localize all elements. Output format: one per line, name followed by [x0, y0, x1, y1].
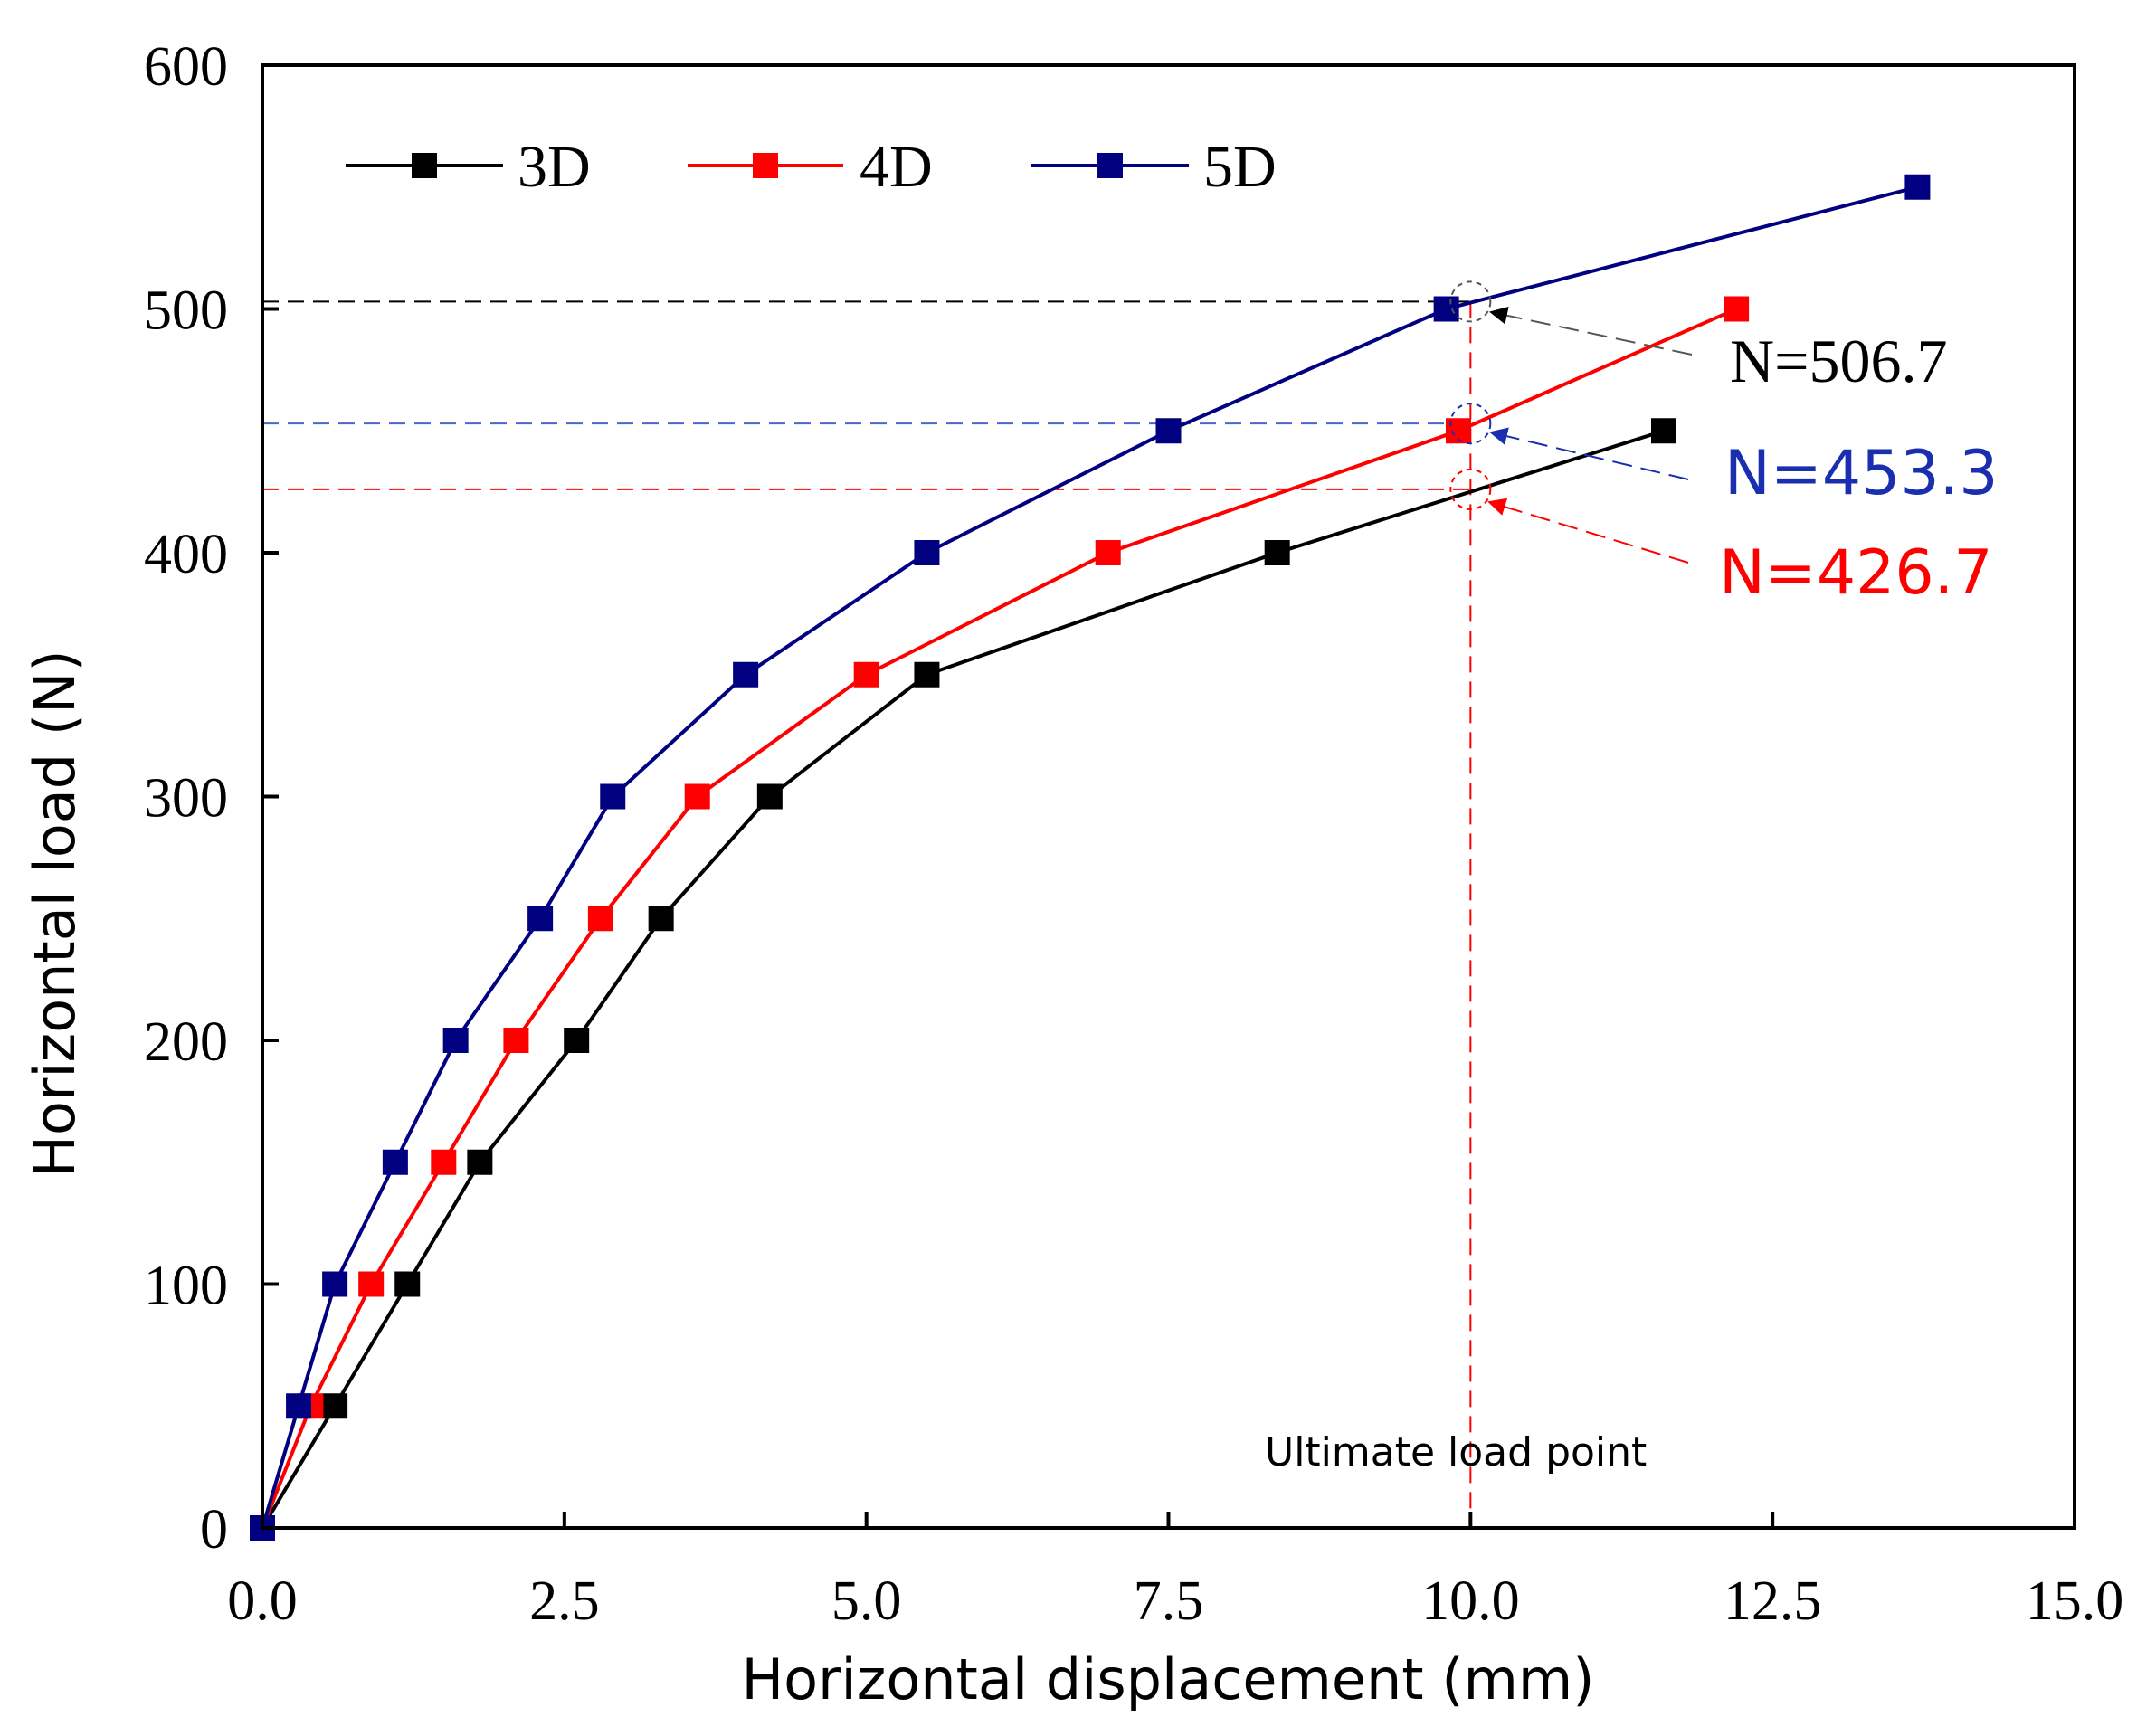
legend: 3D 4D 5D	[346, 134, 1277, 200]
y-tick-label: 200	[144, 1011, 228, 1073]
axis-ticks: 0.0 2.5 5.0 7.5 10.0 12.5 15.0 0 100 200 300 400 500…	[144, 36, 2123, 1632]
data-point-5d	[382, 1149, 408, 1175]
legend-marker-3d	[412, 153, 437, 178]
legend-marker-5d	[1097, 153, 1123, 178]
data-point-4d	[358, 1271, 385, 1297]
annotation-layer	[1449, 280, 1693, 564]
x-tick-label: 7.5	[1134, 1570, 1204, 1632]
data-point-4d	[431, 1149, 457, 1175]
series-layer	[250, 174, 1931, 1541]
ultimate-point-circle	[1449, 468, 1492, 510]
data-point-3d	[564, 1028, 590, 1053]
y-tick-label: 500	[144, 280, 228, 342]
y-tick-label: 100	[144, 1256, 228, 1317]
reference-lines	[262, 300, 1472, 1528]
y-tick-label: 600	[144, 36, 228, 98]
y-tick-label: 400	[144, 524, 228, 585]
data-point-3d	[1650, 418, 1676, 444]
data-point-5d	[286, 1393, 312, 1419]
legend-marker-4d	[753, 153, 778, 178]
data-point-3d	[914, 661, 940, 688]
ultimate-point-circle	[1449, 280, 1492, 323]
data-point-4d	[503, 1028, 529, 1053]
ultimate-point-circle	[1449, 403, 1492, 445]
data-point-5d	[600, 783, 626, 810]
data-point-5d	[733, 661, 759, 688]
x-tick-label: 2.5	[529, 1570, 600, 1632]
data-point-5d	[1904, 174, 1931, 200]
x-tick-label: 10.0	[1421, 1570, 1520, 1632]
plot-frame	[261, 63, 2076, 1530]
annotation-label-426-7: N=426.7	[1719, 537, 1993, 609]
legend-label-3d: 3D	[518, 134, 591, 200]
data-point-3d	[394, 1271, 421, 1297]
data-point-3d	[756, 783, 783, 810]
annotation-label-453-3: N=453.3	[1724, 438, 1999, 509]
data-point-3d	[1264, 540, 1290, 565]
data-point-4d	[587, 906, 613, 932]
series-line-4d	[261, 307, 1737, 1529]
data-point-5d	[1155, 418, 1182, 444]
annotation-label-506-7: N=506.7	[1730, 327, 1947, 395]
annotation-arrow	[1487, 498, 1689, 564]
legend-label-5d: 5D	[1203, 134, 1277, 200]
data-point-3d	[322, 1393, 348, 1419]
y-tick-label: 300	[144, 768, 228, 830]
ultimate-load-note: Ultimate load point	[1265, 1429, 1647, 1475]
data-point-4d	[1095, 540, 1121, 565]
data-point-4d	[684, 783, 710, 810]
x-tick-label: 15.0	[2026, 1570, 2124, 1632]
data-point-3d	[467, 1149, 493, 1175]
legend-label-4d: 4D	[860, 134, 933, 200]
data-point-5d	[914, 540, 940, 565]
y-tick-label: 0	[200, 1499, 228, 1561]
data-point-5d	[1433, 296, 1459, 322]
series-line-3d	[261, 429, 1665, 1530]
x-axis-title: Horizontal displacement (mm)	[742, 1646, 1595, 1712]
data-point-4d	[1724, 296, 1750, 322]
x-tick-label: 0.0	[227, 1570, 298, 1632]
series-line-5d	[261, 185, 1918, 1529]
data-point-4d	[853, 661, 879, 688]
y-axis-title: Horizontal load (N)	[22, 650, 88, 1177]
annotation-arrow	[1489, 306, 1693, 356]
data-point-5d	[527, 906, 554, 932]
x-tick-label: 5.0	[831, 1570, 902, 1632]
x-tick-label: 12.5	[1724, 1570, 1822, 1632]
annotation-arrow	[1489, 427, 1689, 480]
data-point-5d	[442, 1028, 469, 1053]
data-point-5d	[322, 1271, 348, 1297]
data-point-3d	[648, 906, 674, 932]
